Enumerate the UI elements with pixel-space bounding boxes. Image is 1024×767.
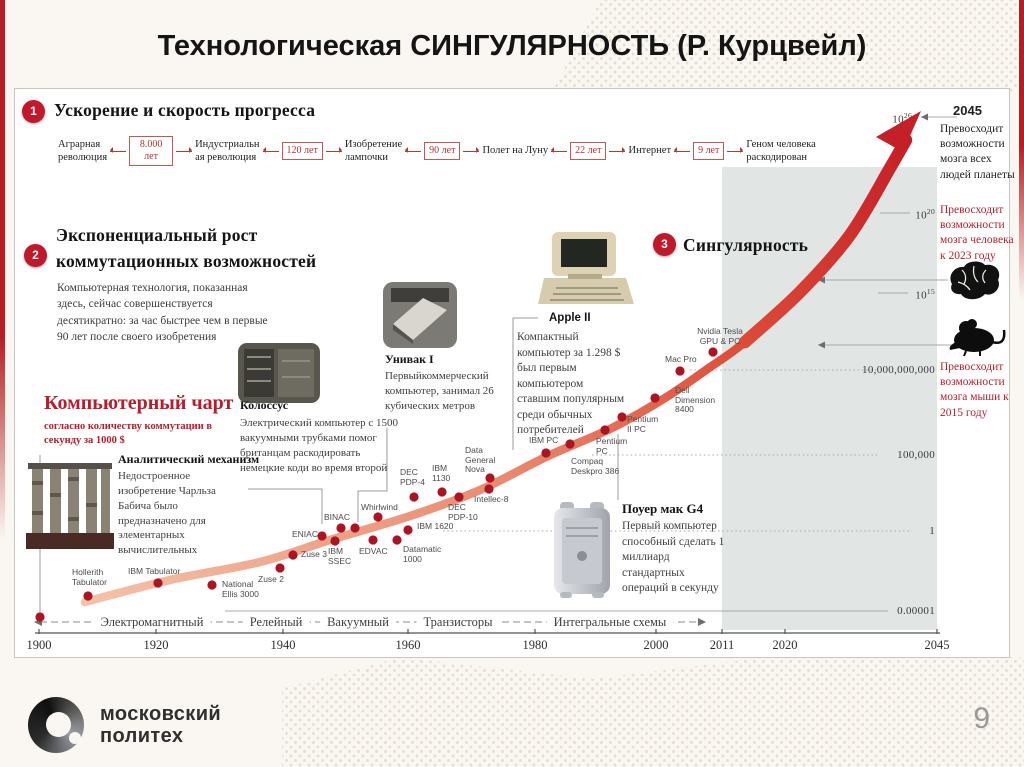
machine-dot [35, 612, 45, 622]
callout-connector [512, 317, 538, 450]
machine-dot [675, 366, 685, 376]
callout-connector [248, 488, 323, 524]
halftone-pattern-bottom [282, 652, 1024, 767]
machine-dot [330, 536, 340, 546]
machine-dot [403, 525, 413, 535]
machine-dot [207, 580, 217, 590]
machine-dot [541, 448, 551, 458]
machine-dot [565, 439, 575, 449]
red-edge-strip-right [1019, 0, 1024, 300]
machine-dot [600, 425, 610, 435]
machine-dot [350, 523, 360, 533]
machine-dot [336, 523, 346, 533]
exponential-growth-curve-top [738, 133, 913, 349]
machine-dot [83, 591, 93, 601]
machine-dot [392, 535, 402, 545]
era-arrow-right-icon [698, 618, 706, 626]
machine-dot [617, 412, 627, 422]
gridline-arrowhead-icon [921, 113, 928, 121]
halftone-pattern-top [552, 0, 1024, 92]
logo-text: московский политех [100, 702, 222, 747]
machine-dot [650, 393, 660, 403]
machine-dot [409, 492, 419, 502]
machine-dot [317, 531, 327, 541]
slide-title: Технологическая СИНГУЛЯРНОСТЬ (Р. Курцве… [157, 30, 867, 62]
callout-connector [357, 428, 388, 522]
machine-dot [437, 487, 447, 497]
machine-dot [454, 492, 464, 502]
curve-arrowhead-icon [876, 111, 921, 152]
machine-dot [484, 484, 494, 494]
machine-dot [368, 535, 378, 545]
machine-dot [275, 563, 285, 573]
page-number: 9 [973, 702, 990, 735]
future-shaded-region [722, 167, 937, 630]
gridline-arrowhead-icon [818, 341, 825, 349]
university-logo: московский политех [28, 697, 221, 753]
gridline-arrowhead-icon [818, 276, 825, 284]
logo-ring-icon [28, 697, 84, 753]
machine-dot [153, 578, 163, 588]
machine-dot [708, 347, 718, 357]
machine-dot [373, 512, 383, 522]
machine-dot [485, 473, 495, 483]
machine-dot [288, 550, 298, 560]
red-edge-strip-left [0, 0, 5, 540]
